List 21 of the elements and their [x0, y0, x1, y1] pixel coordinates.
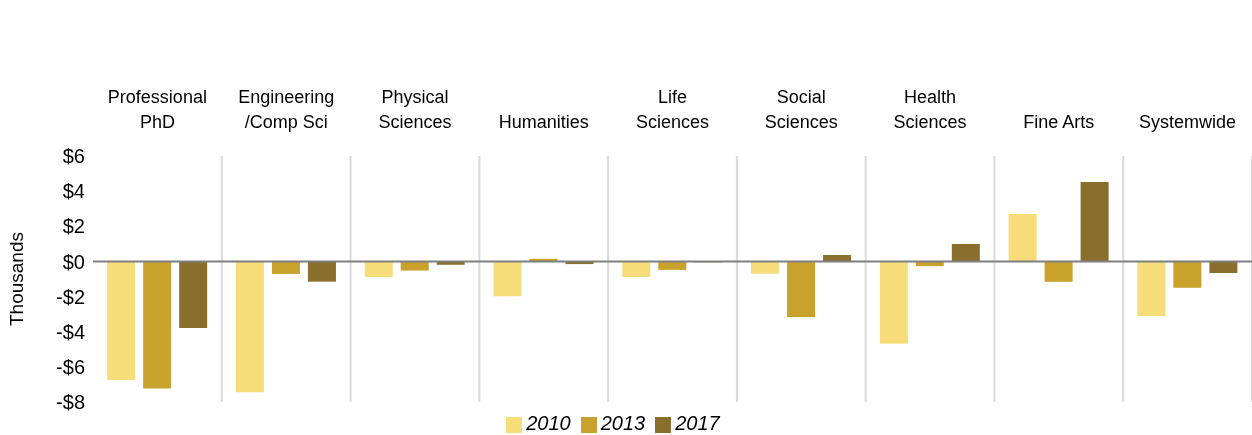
x-tick-label: Life Sciences — [635, 87, 710, 132]
y-tick-label: $0 — [62, 250, 85, 273]
x-tick-label: Health Sciences — [893, 87, 967, 132]
y-tick-label: -$8 — [56, 391, 85, 414]
x-tick-label: Fine Arts — [1023, 112, 1095, 132]
legend-label: 2013 — [600, 412, 646, 434]
x-tick-label: Systemwide — [1139, 112, 1237, 132]
y-tick-label: -$2 — [56, 285, 85, 308]
y-tick-label: $4 — [62, 180, 85, 203]
y-tick-label: -$4 — [56, 320, 85, 343]
x-tick-label: Humanities — [498, 112, 589, 132]
x-tick-label: Physical Sciences — [378, 87, 452, 132]
y-tick-label: -$6 — [56, 355, 85, 378]
x-tick-label: Social Sciences — [764, 87, 838, 132]
y-axis-title: Thousands — [5, 231, 27, 327]
y-tick-label: $6 — [62, 145, 85, 168]
x-tick-label: Professional PhD — [107, 87, 207, 132]
y-tick-label: $2 — [62, 215, 85, 238]
legend-label: 2017 — [675, 412, 720, 434]
legend-label: 2010 — [526, 412, 571, 434]
x-tick-label: Engineering /Comp Sci — [238, 87, 335, 132]
